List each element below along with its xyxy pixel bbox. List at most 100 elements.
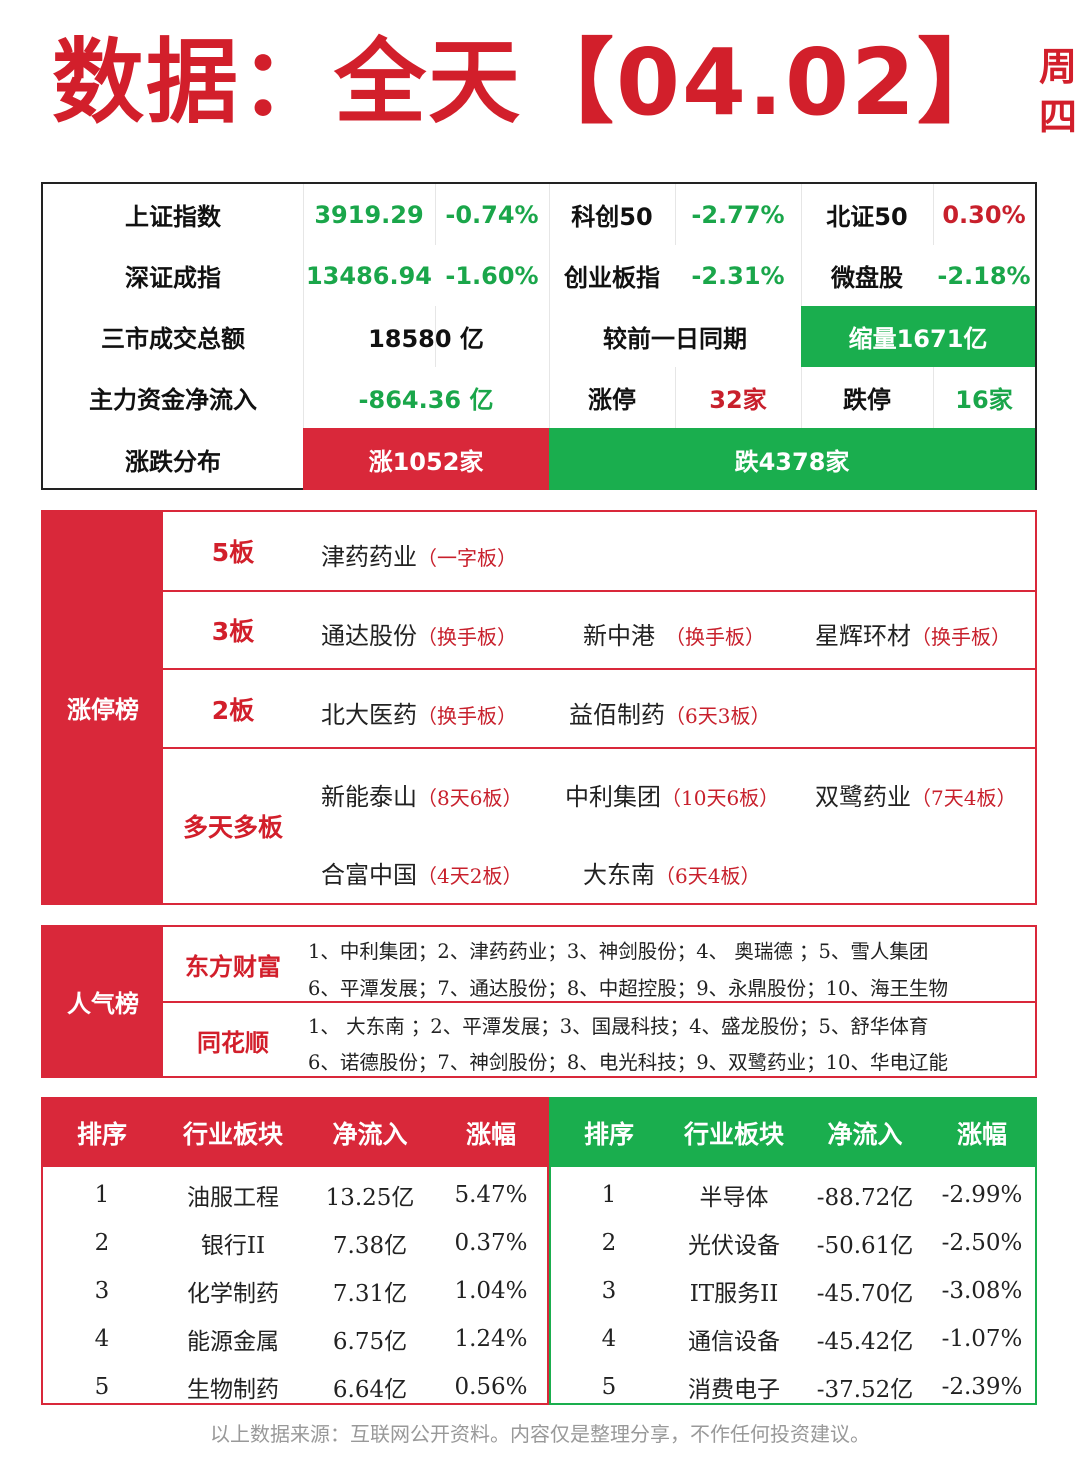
summary-row-turnover: 三市成交总额 18580 亿 较前一日同期 缩量1671亿	[43, 306, 1035, 367]
change-cell: 5.47%	[454, 1182, 528, 1208]
board-level-label: 多天多板	[182, 813, 283, 842]
sector-cell: IT服务II	[689, 1281, 779, 1307]
stock-item: 双鹭药业（7天4板）	[815, 783, 1017, 811]
summary-row-index2: 深证成指 13486.94 -1.60% 创业板指 -2.31% 微盘股 -2.…	[43, 245, 1035, 306]
sector-cell: 油服工程	[187, 1185, 279, 1211]
title-text: 数据：全天【04.02】	[52, 29, 1012, 136]
header-rank: 排序	[76, 1120, 127, 1149]
micro-cap-label: 微盘股	[831, 264, 903, 292]
table-row: 2 光伏设备 -50.61亿 -2.50%	[551, 1219, 1035, 1267]
outflow-industry-table: 排序 行业板块 净流入 涨幅 1 半导体 -88.72亿 -2.99% 2 光伏…	[549, 1097, 1037, 1405]
sz-index-pct: -1.60%	[445, 261, 539, 290]
sh-index-value: 3919.29	[314, 200, 424, 229]
rank-cell: 2	[94, 1230, 110, 1256]
cy-index-label: 创业板指	[564, 264, 660, 292]
table-row: 4 通信设备 -45.42亿 -1.07%	[551, 1315, 1035, 1363]
ths-line1: 1、 大东南 ；2、平潭发展；3、国晟科技；4、盛龙股份；5、舒华体育	[308, 1015, 929, 1038]
turnover-label: 三市成交总额	[101, 325, 245, 353]
cy-index-pct: -2.31%	[691, 261, 785, 290]
change-cell: -3.08%	[941, 1278, 1023, 1304]
board-level-label: 5板	[211, 538, 255, 567]
change-cell: 0.37%	[454, 1230, 528, 1256]
sector-cell: 生物制药	[187, 1377, 279, 1403]
netflow-cell: 13.25亿	[325, 1185, 415, 1211]
sh-index-pct: -0.74%	[445, 200, 539, 229]
stock-item: 合富中国（4天2板）	[321, 861, 523, 889]
stock-item: 通达股份（换手板）	[321, 622, 517, 650]
kc50-pct: -2.77%	[691, 200, 785, 229]
stock-item: 津药药业（一字板）	[321, 543, 517, 571]
board-row-multi: 多天多板 新能泰山（8天6板） 中利集团（10天6板） 双鹭药业（7天4板） 合…	[163, 749, 1035, 903]
rank-cell: 3	[94, 1278, 110, 1304]
limit-up-board-title: 涨停榜	[43, 512, 163, 903]
table-row: 5 消费电子 -37.52亿 -2.39%	[551, 1363, 1035, 1411]
netflow-cell: 7.31亿	[332, 1281, 408, 1307]
net-flow-label: 主力资金净流入	[89, 386, 257, 414]
netflow-cell: 7.38亿	[332, 1233, 408, 1259]
change-cell: -1.07%	[941, 1326, 1023, 1352]
board-row-2: 2板 北大医药（换手板） 益佰制药（6天3板）	[163, 670, 1035, 749]
table-row: 4 能源金属 6.75亿 1.24%	[43, 1315, 547, 1363]
limit-up-label: 涨停	[588, 386, 636, 414]
stock-item: 星辉环材（换手板）	[815, 622, 1011, 650]
rank-cell: 4	[601, 1326, 617, 1352]
rank-cell: 3	[601, 1278, 617, 1304]
sector-cell: 通信设备	[688, 1329, 780, 1355]
popularity-title: 人气榜	[43, 927, 163, 1076]
sector-cell: 半导体	[699, 1185, 769, 1211]
summary-row-distribution: 涨跌分布 涨1052家 跌4378家	[43, 428, 1035, 490]
board-row-3: 3板 通达股份（换手板） 新中港 （换手板） 星辉环材（换手板）	[163, 592, 1035, 670]
sh-index-label: 上证指数	[125, 203, 221, 231]
sector-cell: 化学制药	[187, 1281, 279, 1307]
eastmoney-label: 东方财富	[185, 952, 281, 981]
change-cell: -2.99%	[941, 1182, 1023, 1208]
change-cell: -2.39%	[941, 1374, 1023, 1400]
table-row: 3 IT服务II -45.70亿 -3.08%	[551, 1267, 1035, 1315]
table-row: 5 生物制药 6.64亿 0.56%	[43, 1363, 547, 1411]
header-sector: 行业板块	[683, 1120, 784, 1149]
limit-down-label: 跌停	[843, 386, 891, 414]
fall-count: 跌4378家	[549, 428, 1035, 490]
eastmoney-line2: 6、平潭发展；7、通达股份；8、中超控股；9、永鼎股份；10、海王生物	[308, 977, 948, 1000]
stock-item: 新中港 （换手板）	[583, 622, 765, 650]
sector-cell: 消费电子	[688, 1377, 780, 1403]
stock-item: 益佰制药（6天3板）	[569, 701, 771, 729]
sector-cell: 能源金属	[187, 1329, 279, 1355]
rank-cell: 2	[601, 1230, 617, 1256]
netflow-cell: -45.42亿	[816, 1329, 914, 1355]
stock-item: 中利集团（10天6板）	[565, 783, 780, 811]
micro-cap-pct: -2.18%	[937, 261, 1031, 290]
rank-cell: 5	[601, 1374, 617, 1400]
rank-cell: 1	[601, 1182, 617, 1208]
netflow-cell: 6.64亿	[332, 1377, 408, 1403]
ths-line2: 6、诺德股份；7、神剑股份；8、电光科技；9、双鹭药业；10、华电辽能	[308, 1051, 948, 1074]
netflow-cell: -37.52亿	[816, 1377, 914, 1403]
change-cell: -2.50%	[941, 1230, 1023, 1256]
board-level-label: 3板	[211, 617, 255, 646]
popularity-board: 人气榜 东方财富 1、中利集团；2、津药药业；3、神剑股份；4、 奥瑞德 ；5、…	[41, 925, 1037, 1078]
summary-row-flow: 主力资金净流入 -864.36 亿 涨停 32家 跌停 16家	[43, 367, 1035, 428]
limit-down-value: 16家	[955, 386, 1013, 414]
change-cell: 1.04%	[454, 1278, 528, 1304]
table-header: 排序 行业板块 净流入 涨幅	[43, 1099, 547, 1167]
limit-up-board: 涨停榜 5板 津药药业（一字板） 3板 通达股份（换手板） 新中港 （换手板） 星…	[41, 510, 1037, 905]
bz50-label: 北证50	[826, 203, 908, 231]
sz-index-label: 深证成指	[125, 264, 221, 292]
header-netflow: 净流入	[827, 1120, 903, 1149]
summary-row-index1: 上证指数 3919.29 -0.74% 科创50 -2.77% 北证50 0.3…	[43, 184, 1035, 245]
header-sector: 行业板块	[182, 1120, 283, 1149]
bz50-pct: 0.30%	[942, 200, 1026, 229]
compare-value: 缩量1671亿	[801, 306, 1035, 367]
sector-cell: 光伏设备	[688, 1233, 780, 1259]
rank-cell: 4	[94, 1326, 110, 1352]
page-title: 数据：全天【04.02】 周四	[52, 28, 1080, 139]
header-netflow: 净流入	[332, 1120, 408, 1149]
weekday-label: 周四	[1039, 45, 1078, 139]
sector-cell: 银行II	[200, 1233, 266, 1259]
table-row: 1 油服工程 13.25亿 5.47%	[43, 1171, 547, 1219]
net-flow-value: -864.36 亿	[358, 386, 494, 414]
table-header: 排序 行业板块 净流入 涨幅	[551, 1099, 1035, 1167]
netflow-cell: 6.75亿	[332, 1329, 408, 1355]
limit-up-value: 32家	[709, 386, 767, 414]
netflow-cell: -50.61亿	[816, 1233, 914, 1259]
